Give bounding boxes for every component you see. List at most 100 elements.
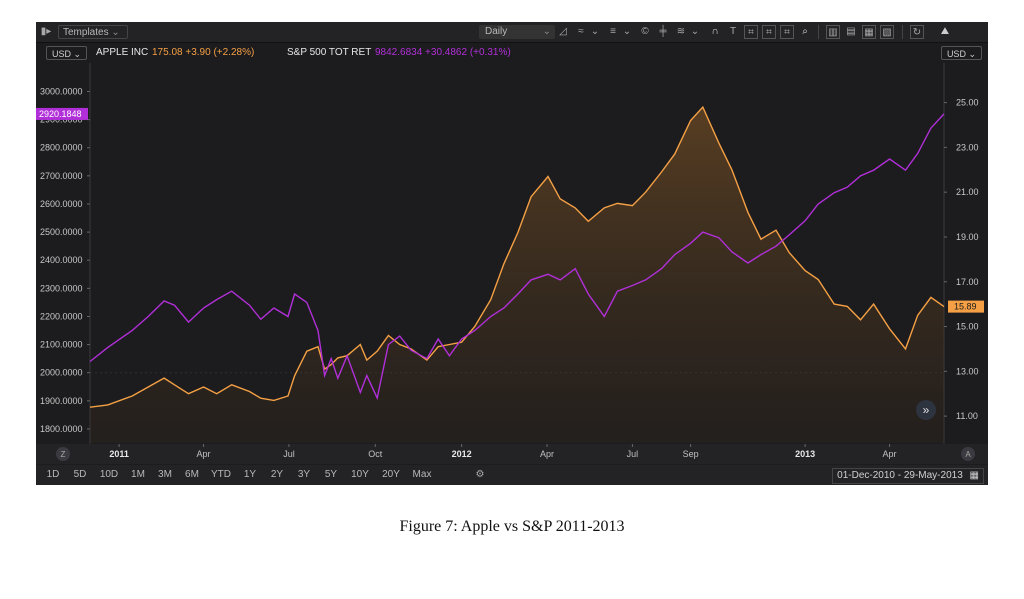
text-tool-icon[interactable]: T <box>729 26 737 37</box>
range-button-ytd[interactable]: YTD <box>211 469 231 480</box>
right-currency-select[interactable]: USD ⌄ <box>940 46 982 60</box>
crosshair-icon[interactable]: ╪ <box>659 26 667 37</box>
toolbar-divider <box>818 25 819 39</box>
interval-select[interactable]: Daily ⌄ <box>479 25 555 39</box>
left-tick-label: 2400.0000 <box>40 255 83 265</box>
series2-name[interactable]: S&P 500 TOT RET <box>287 47 372 58</box>
double-chevron-right-icon[interactable]: » <box>923 403 930 417</box>
toolbar-divider <box>902 25 903 39</box>
left-tick-label: 3000.0000 <box>40 86 83 96</box>
range-button-10y[interactable]: 10Y <box>351 469 369 480</box>
indicators-icon[interactable]: ≡ <box>610 26 616 37</box>
price-chart[interactable]: 3000.00002900.00002800.00002700.00002600… <box>36 63 988 465</box>
x-tick-label: Apr <box>883 449 897 459</box>
export-icon[interactable]: ▧ <box>880 25 894 39</box>
right-axis: 25.00 23.00 21.00 19.00 17.00 15.00 13.00 11.00 <box>944 98 979 421</box>
apple-series-line <box>89 105 945 408</box>
date-range-display[interactable]: 01-Dec-2010 - 29-May-2013 ▦ <box>832 468 984 484</box>
left-tick-label: 2100.0000 <box>40 340 83 350</box>
right-tick-label: 13.00 <box>956 366 979 376</box>
app-logo-icon: ⛰ <box>940 26 950 37</box>
zoom-icon[interactable]: ⌕ <box>802 26 808 37</box>
table-icon[interactable]: ▤ <box>846 26 856 37</box>
left-tick-label: 2200.0000 <box>40 311 83 321</box>
chevron-down-icon[interactable]: ⌄ <box>590 26 600 37</box>
zoom-right-label: A <box>965 450 971 459</box>
chevron-down-icon: ⌄ <box>542 26 551 37</box>
range-button-1y[interactable]: 1Y <box>243 469 257 480</box>
currency-icon[interactable]: © <box>641 26 649 37</box>
x-tick-label: 2013 <box>795 449 815 459</box>
left-currency-label: USD <box>52 49 72 59</box>
range-button-6m[interactable]: 6M <box>185 469 199 480</box>
settings-gear-icon[interactable]: ⚙ <box>475 469 485 480</box>
range-button-3m[interactable]: 3M <box>158 469 172 480</box>
scroll-forward-button[interactable]: » <box>916 400 936 420</box>
x-tick-label: Jul <box>627 449 639 459</box>
refresh-icon[interactable]: ↻ <box>910 25 924 39</box>
zoom-left-label: Z <box>61 450 66 459</box>
chevron-down-icon[interactable]: ⌄ <box>690 26 700 37</box>
shrink-icon[interactable]: ⌗ <box>780 25 794 39</box>
news-icon[interactable]: ▦ <box>862 25 876 39</box>
series1-name[interactable]: APPLE INC <box>96 47 149 58</box>
templates-dropdown[interactable]: Templates ⌄ <box>58 25 128 39</box>
series2-value: 9842.6834 +30.4862 (+0.31%) <box>375 47 511 58</box>
range-button-3y[interactable]: 3Y <box>297 469 311 480</box>
left-axis: 3000.00002900.00002800.00002700.00002600… <box>40 86 90 434</box>
left-tick-label: 2800.0000 <box>40 143 83 153</box>
x-axis-band <box>36 444 988 464</box>
right-last-value-marker <box>948 300 984 313</box>
x-axis: Z A 2011 Apr Jul Oct 2012 Apr Jul Sep 2013 Apr <box>36 444 988 464</box>
chart-app-window: ▮▸ Templates ⌄ Daily ⌄ ◿ ≈ ⌄ ≡ ⌄ © ╪ ≋ ⌄… <box>36 22 988 485</box>
range-button-1m[interactable]: 1M <box>131 469 145 480</box>
right-currency-label: USD <box>946 49 966 59</box>
left-tick-label: 2600.0000 <box>40 199 83 209</box>
figure-caption: Figure 7: Apple vs S&P 2011-2013 <box>399 518 625 535</box>
chevron-down-icon[interactable]: ⌄ <box>622 26 632 37</box>
x-tick-label: Apr <box>197 449 211 459</box>
right-tick-label: 21.00 <box>956 187 979 197</box>
x-tick-label: Sep <box>683 449 699 459</box>
chart-type-icon[interactable]: ◿ <box>559 26 567 37</box>
x-tick-label: 2012 <box>452 449 472 459</box>
templates-label: Templates <box>63 27 109 38</box>
calendar-icon[interactable]: ▦ <box>969 470 979 481</box>
compare-icon[interactable]: ≈ <box>578 26 584 37</box>
last-value-markers: 2920.1848 15.89 <box>36 107 984 313</box>
range-button-5d[interactable]: 5D <box>73 469 87 480</box>
range-button-2y[interactable]: 2Y <box>270 469 284 480</box>
magnet-icon[interactable]: ∩ <box>711 26 719 37</box>
range-button-20y[interactable]: 20Y <box>382 469 400 480</box>
scroll-forward-button-bg[interactable] <box>916 400 936 420</box>
sp500-series-line <box>89 113 945 401</box>
range-button-1d[interactable]: 1D <box>46 469 60 480</box>
expand-icon[interactable]: ⌗ <box>762 25 776 39</box>
bar-chart-icon[interactable]: ▥ <box>826 25 840 39</box>
legend-bar: USD ⌄ APPLE INC 175.08 +3.90 (+2.28%) S&… <box>36 43 988 63</box>
left-tick-label: 2700.0000 <box>40 171 83 181</box>
x-tick-label: Oct <box>368 449 383 459</box>
right-last-value-label: 15.89 <box>954 302 977 312</box>
right-tick-label: 19.00 <box>956 232 979 242</box>
right-tick-label: 23.00 <box>956 142 979 152</box>
left-tick-label: 2300.0000 <box>40 283 83 293</box>
studies-icon[interactable]: ≋ <box>676 26 686 37</box>
right-tick-label: 15.00 <box>956 322 979 332</box>
zoom-left-button[interactable] <box>56 447 70 461</box>
panel-toggle-icon[interactable]: ▮▸ <box>40 26 52 37</box>
x-tick-label: 2011 <box>109 449 129 459</box>
right-tick-label: 17.00 <box>956 277 979 287</box>
fit-icon[interactable]: ⌗ <box>744 25 758 39</box>
zoom-right-button[interactable] <box>961 447 975 461</box>
range-button-5y[interactable]: 5Y <box>324 469 338 480</box>
right-tick-label: 11.00 <box>956 411 978 421</box>
range-button-10d[interactable]: 10D <box>99 469 119 480</box>
left-tick-label: 2500.0000 <box>40 227 83 237</box>
range-toolbar: 1D 5D 10D 1M 3M 6M YTD 1Y 2Y 3Y 5Y 10Y 20Y Max ⚙ 01-D… <box>36 465 988 485</box>
left-currency-select[interactable]: USD ⌄ <box>46 46 88 60</box>
range-button-max[interactable]: Max <box>412 469 432 480</box>
left-last-value-marker <box>36 107 88 120</box>
date-range-text: 01-Dec-2010 - 29-May-2013 <box>837 470 963 481</box>
right-tick-label: 25.00 <box>956 98 979 108</box>
